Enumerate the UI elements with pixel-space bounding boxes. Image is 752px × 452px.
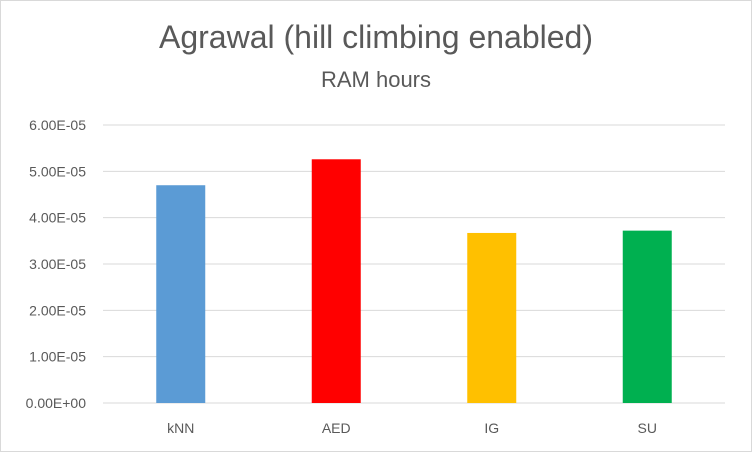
bar-ig xyxy=(467,232,517,403)
bar-aed xyxy=(311,159,361,403)
y-tick-label: 1.00E-05 xyxy=(29,349,86,365)
x-tick-label: IG xyxy=(484,420,499,436)
y-tick-label: 5.00E-05 xyxy=(29,163,86,179)
x-tick-label: AED xyxy=(322,420,351,436)
bar-su xyxy=(622,230,672,403)
x-tick-label: kNN xyxy=(167,420,194,436)
y-tick-label: 6.00E-05 xyxy=(29,117,86,133)
chart-title: Agrawal (hill climbing enabled) xyxy=(159,19,593,55)
y-tick-label: 3.00E-05 xyxy=(29,256,86,272)
y-tick-label: 4.00E-05 xyxy=(29,210,86,226)
x-tick-label: SU xyxy=(638,420,657,436)
bar-knn xyxy=(156,185,206,403)
chart-subtitle: RAM hours xyxy=(320,67,432,92)
y-tick-label: 0.00E+00 xyxy=(26,395,87,411)
y-tick-label: 2.00E-05 xyxy=(29,302,86,318)
